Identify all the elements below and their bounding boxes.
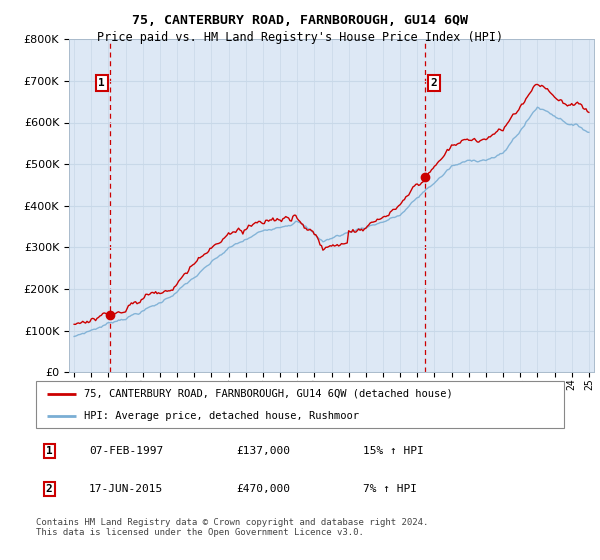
- Text: £470,000: £470,000: [236, 484, 290, 494]
- Text: 07-FEB-1997: 07-FEB-1997: [89, 446, 163, 456]
- Text: 1: 1: [46, 446, 53, 456]
- Text: 1: 1: [98, 78, 105, 88]
- Text: 17-JUN-2015: 17-JUN-2015: [89, 484, 163, 494]
- Text: 75, CANTERBURY ROAD, FARNBOROUGH, GU14 6QW (detached house): 75, CANTERBURY ROAD, FARNBOROUGH, GU14 6…: [83, 389, 452, 399]
- Text: 75, CANTERBURY ROAD, FARNBOROUGH, GU14 6QW: 75, CANTERBURY ROAD, FARNBOROUGH, GU14 6…: [132, 14, 468, 27]
- Text: 7% ↑ HPI: 7% ↑ HPI: [364, 484, 418, 494]
- FancyBboxPatch shape: [36, 381, 564, 428]
- Text: 2: 2: [430, 78, 437, 88]
- Text: HPI: Average price, detached house, Rushmoor: HPI: Average price, detached house, Rush…: [83, 410, 359, 421]
- Text: £137,000: £137,000: [236, 446, 290, 456]
- Text: 2: 2: [46, 484, 53, 494]
- Text: 15% ↑ HPI: 15% ↑ HPI: [364, 446, 424, 456]
- Text: Contains HM Land Registry data © Crown copyright and database right 2024.
This d: Contains HM Land Registry data © Crown c…: [36, 518, 428, 538]
- Text: Price paid vs. HM Land Registry's House Price Index (HPI): Price paid vs. HM Land Registry's House …: [97, 31, 503, 44]
